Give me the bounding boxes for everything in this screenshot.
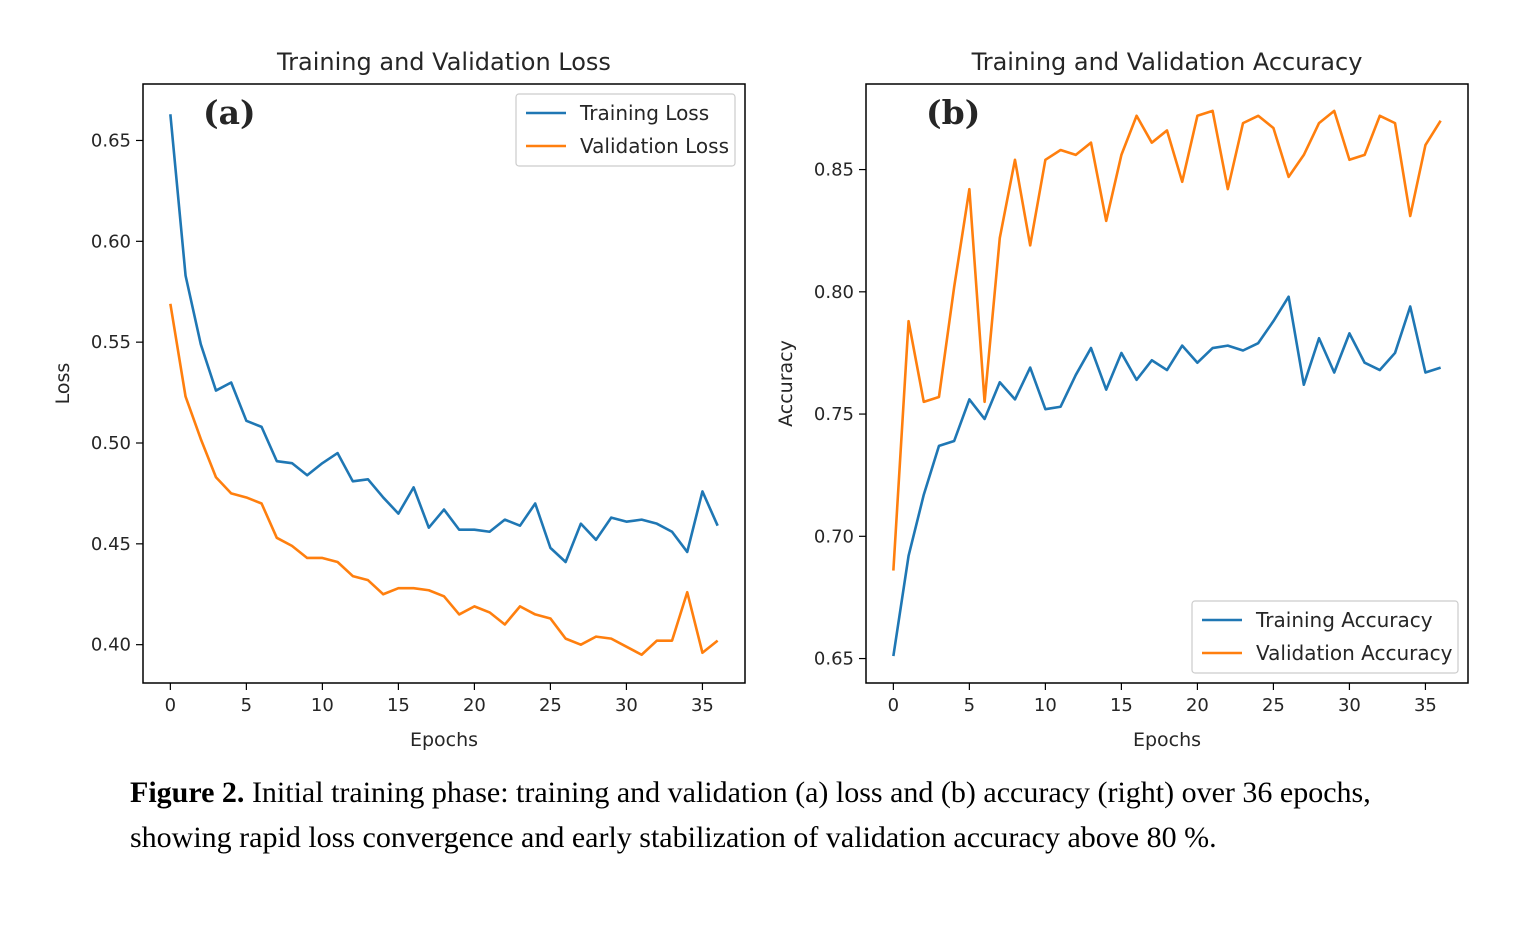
chart-title: Training and Validation Loss	[276, 48, 611, 76]
legend-box	[1191, 600, 1459, 674]
y-axis-label: Loss	[52, 363, 74, 405]
x-tick-label: 20	[1186, 695, 1209, 716]
x-axis-label: Epochs	[410, 729, 478, 751]
legend-label: Training Accuracy	[1255, 608, 1433, 632]
figure-caption: Figure 2. Initial training phase: traini…	[130, 770, 1430, 860]
y-tick-label: 0.85	[814, 160, 854, 181]
y-tick-label: 0.60	[91, 231, 131, 252]
x-tick-label: 35	[691, 695, 714, 716]
figure-charts: Training and Validation Loss 0 5 10 15 20 25 30…	[52, 48, 1469, 751]
y-tick-label: 0.45	[91, 534, 131, 555]
y-tick-label: 0.50	[91, 433, 131, 454]
x-tick-label: 20	[463, 695, 486, 716]
panel-label: (b)	[926, 93, 980, 132]
y-tick-label: 0.65	[814, 649, 854, 670]
x-tick-label: 0	[888, 695, 899, 716]
x-tick-label: 15	[387, 695, 410, 716]
x-tick-label: 5	[241, 695, 252, 716]
y-axis-label: Accuracy	[775, 340, 797, 427]
x-axis-label: Epochs	[1133, 729, 1201, 751]
caption-label: Figure 2.	[130, 776, 245, 809]
x-tick-label: 10	[311, 695, 334, 716]
series-line-1	[892, 109, 1442, 571]
y-tick-label: 0.80	[814, 282, 854, 303]
x-tick-label: 25	[539, 695, 562, 716]
plot-frame	[865, 83, 1469, 684]
legend-label: Validation Loss	[580, 134, 729, 158]
legend-label: Training Loss	[579, 101, 709, 125]
series-line-0	[169, 114, 719, 564]
y-tick-label: 0.40	[91, 635, 131, 656]
legend-label: Validation Accuracy	[1256, 641, 1453, 665]
x-tick-label: 35	[1414, 695, 1437, 716]
y-tick-label: 0.65	[91, 130, 131, 151]
x-tick-label: 30	[615, 695, 638, 716]
plot-frame	[142, 83, 746, 684]
y-tick-label: 0.75	[814, 404, 854, 425]
chart-0: Training and Validation Loss 0 5 10 15 20 25 30…	[52, 48, 746, 751]
series-line-1	[169, 303, 719, 657]
chart-title: Training and Validation Accuracy	[971, 48, 1363, 76]
y-tick-label: 0.55	[91, 332, 131, 353]
x-tick-label: 0	[165, 695, 176, 716]
x-tick-label: 25	[1262, 695, 1285, 716]
panel-label: (a)	[203, 93, 256, 132]
x-tick-label: 5	[964, 695, 975, 716]
legend: Training Accuracy Validation Accuracy	[1191, 600, 1459, 674]
legend: Training Loss Validation Loss	[515, 93, 736, 167]
x-tick-label: 15	[1110, 695, 1133, 716]
caption-text: Initial training phase: training and val…	[130, 776, 1371, 854]
legend-box	[515, 93, 736, 167]
y-tick-label: 0.70	[814, 526, 854, 547]
x-tick-label: 30	[1338, 695, 1361, 716]
series-line-0	[892, 295, 1442, 657]
chart-1: Training and Validation Accuracy 0 5 10 15 20…	[775, 48, 1469, 751]
x-tick-label: 10	[1034, 695, 1057, 716]
